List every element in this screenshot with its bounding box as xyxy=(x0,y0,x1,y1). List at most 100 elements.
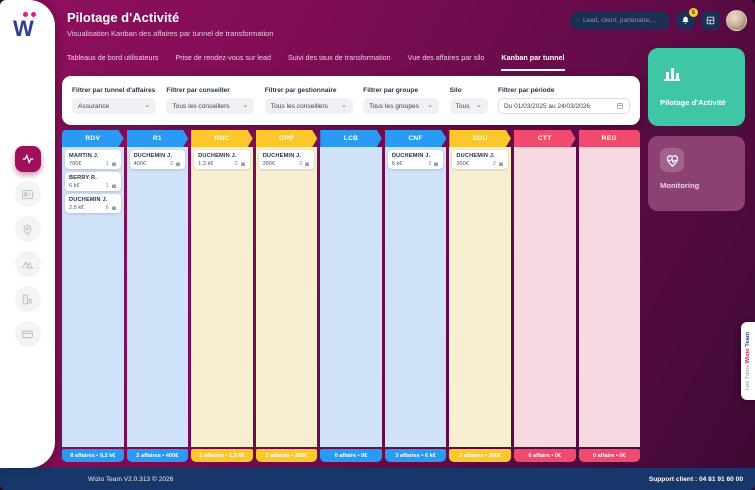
page-title: Pilotage d'Activité xyxy=(67,10,180,25)
kanban-column-opp: OPP DUCHEMIN J. 390€ 2 2 affaires • 390€ xyxy=(255,130,318,462)
filter-gestionnaire: Filtrer par gestionnaire Tous les consei… xyxy=(264,87,353,114)
filter-tunnel-value: Assurance xyxy=(78,102,110,110)
wizio-logo[interactable]: W xyxy=(13,8,43,42)
column-footer: 2 affaires • 1,3 k€ xyxy=(191,449,253,462)
column-body[interactable]: DUCHEMIN J. 390€ 2 xyxy=(255,147,318,447)
kanban-column-cnf: CNF DUCHEMIN J. 6 k€ 3 3 affaires • 6 k€ xyxy=(384,130,447,462)
search-input[interactable] xyxy=(583,17,663,24)
left-sidebar: W xyxy=(0,0,55,468)
column-header: R1 xyxy=(127,130,189,147)
column-footer: 0 affaire • 0€ xyxy=(578,449,641,462)
briefcase-icon xyxy=(111,205,116,210)
card-amount: 6 k€ xyxy=(69,183,80,189)
left-nav xyxy=(0,146,55,347)
filter-gestionnaire-select[interactable]: Tous les conseillers ⌄ xyxy=(264,98,353,114)
filter-gestionnaire-label: Filtrer par gestionnaire xyxy=(264,87,337,94)
kanban-card[interactable]: DUCHEMIN J. 2,5 k€ 6 xyxy=(65,194,121,213)
card-client-name: DUCHEMIN J. xyxy=(198,153,237,159)
column-header: REG xyxy=(578,130,641,147)
filter-tunnel-select[interactable]: Assurance ⌄ xyxy=(72,98,156,114)
kanban-card[interactable]: DUCHEMIN J. 400€ 2 xyxy=(129,150,186,169)
activity-icon xyxy=(22,153,33,165)
filter-silo-select[interactable]: Tous ⌄ xyxy=(449,98,488,114)
logo-dot xyxy=(31,12,36,17)
briefcase-icon xyxy=(111,183,116,188)
card-amount: 700€ xyxy=(69,161,82,167)
column-body[interactable] xyxy=(320,147,382,447)
card-count-badge: 1 xyxy=(105,183,116,189)
kanban-card[interactable]: DUCHEMIN J. 390€ 2 xyxy=(258,150,315,169)
heart-pulse-icon xyxy=(660,148,684,172)
module-pilotage-activite[interactable]: Pilotage d'Activité xyxy=(648,48,745,126)
nav-card-button[interactable] xyxy=(14,321,41,347)
logo-letter: W xyxy=(13,16,34,41)
filter-silo-value: Tous xyxy=(455,102,470,110)
column-body[interactable]: DUCHEMIN J. 6 k€ 3 xyxy=(384,147,447,447)
module-rail: Pilotage d'Activité Monitoring xyxy=(648,48,745,211)
kanban-card[interactable]: BERRY R. 6 k€ 1 xyxy=(65,172,121,191)
filter-groupe-select[interactable]: Tous les groupes ⌄ xyxy=(363,98,440,114)
tab-tableaux-de-bord[interactable]: Tableaux de bord utilisateurs xyxy=(67,53,159,62)
filter-conseiller-value: Tous les conseillers xyxy=(172,102,230,110)
column-body[interactable] xyxy=(578,147,641,447)
tab-prise-de-rdv[interactable]: Prise de rendez-vous sur lead xyxy=(175,53,271,62)
filter-tunnel: Filtrer par tunnel d'affaires Assurance … xyxy=(72,87,156,114)
kanban-column-rdc: RDC DUCHEMIN J. 1,3 k€ 2 2 affaires • 1,… xyxy=(191,130,253,462)
nav-mountains-button[interactable] xyxy=(14,251,41,277)
tab-kanban-par-tunnel[interactable]: Kanban par tunnel xyxy=(501,53,565,71)
filter-periode-input[interactable]: Du 01/03/2025 au 24/03/2026 xyxy=(497,98,630,114)
tutos-tab[interactable]: Les Tutos Wizio Team xyxy=(741,322,755,400)
column-body[interactable] xyxy=(513,147,576,447)
column-header: RDC xyxy=(191,130,253,147)
card-count-badge: 3 xyxy=(428,161,439,167)
kanban-card[interactable]: MARTIN J. 700€ 1 xyxy=(65,150,121,169)
filter-groupe-value: Tous les groupes xyxy=(369,102,420,110)
notification-badge: 6 xyxy=(689,8,698,17)
nav-location-button[interactable] xyxy=(14,216,41,242)
column-body[interactable]: MARTIN J. 700€ 1 BERRY R. 6 k€ 1 DUCHEMI… xyxy=(62,147,124,447)
chevron-down-icon: ⌄ xyxy=(340,102,347,109)
tutos-brand: Wizio xyxy=(745,348,751,364)
column-header: RDV xyxy=(62,130,124,147)
column-footer: 0 affaire • 0€ xyxy=(320,449,382,462)
column-body[interactable]: DUCHEMIN J. 1,3 k€ 2 xyxy=(191,147,253,447)
global-search[interactable] xyxy=(570,11,670,30)
tab-bar: Tableaux de bord utilisateurs Prise de r… xyxy=(67,53,565,71)
card-amount: 390€ xyxy=(262,161,276,167)
user-avatar[interactable] xyxy=(726,10,747,31)
module-monitoring[interactable]: Monitoring xyxy=(648,136,745,211)
card-amount: 2,5 k€ xyxy=(69,205,85,211)
column-body[interactable]: DUCHEMIN J. 400€ 2 xyxy=(126,147,189,447)
kanban-card[interactable]: DUCHEMIN J. 6 k€ 3 xyxy=(387,150,444,169)
nav-contacts-button[interactable] xyxy=(14,181,41,207)
search-icon xyxy=(577,19,579,22)
apps-button[interactable] xyxy=(701,11,720,30)
card-count-badge: 2 xyxy=(493,161,504,167)
mountains-icon xyxy=(22,260,34,268)
kanban-card[interactable]: DUCHEMIN J. 350€ 2 xyxy=(452,150,508,169)
bottom-bar: Wizio Team V2.0.313 © 2026 Support clien… xyxy=(0,468,755,490)
credit-card-icon xyxy=(22,330,33,338)
card-client-name: DUCHEMIN J. xyxy=(262,153,302,159)
filter-conseiller: Filtrer par conseiller Tous les conseill… xyxy=(166,87,255,114)
chevron-down-icon: ⌄ xyxy=(475,102,482,109)
filter-gestionnaire-value: Tous les conseillers xyxy=(270,102,328,110)
nav-activity-button[interactable] xyxy=(14,146,41,172)
tab-affaires-par-silo[interactable]: Vue des affaires par silo xyxy=(407,53,485,62)
kanban-board: RDV MARTIN J. 700€ 1 BERRY R. 6 k€ 1 DUC… xyxy=(62,130,641,462)
notifications-button[interactable]: 6 xyxy=(676,8,698,30)
filter-conseiller-select[interactable]: Tous les conseillers ⌄ xyxy=(166,98,255,114)
tab-taux-transformation[interactable]: Suivi des taux de transformation xyxy=(287,53,391,62)
column-header: OPP xyxy=(256,130,318,147)
card-client-name: DUCHEMIN J. xyxy=(391,153,431,159)
card-amount: 350€ xyxy=(456,161,469,167)
kanban-card[interactable]: DUCHEMIN J. 1,3 k€ 2 xyxy=(194,150,250,169)
column-footer: 2 affaires • 350€ xyxy=(449,449,511,462)
nav-agency-button[interactable] xyxy=(14,286,41,312)
apps-grid-icon xyxy=(706,16,715,25)
briefcase-icon xyxy=(434,161,439,166)
column-body[interactable]: DUCHEMIN J. 350€ 2 xyxy=(449,147,511,447)
contact-card-icon xyxy=(22,189,33,199)
kanban-column-reg: REG 0 affaire • 0€ xyxy=(578,130,641,462)
column-footer: 2 affaires • 400€ xyxy=(126,449,189,462)
